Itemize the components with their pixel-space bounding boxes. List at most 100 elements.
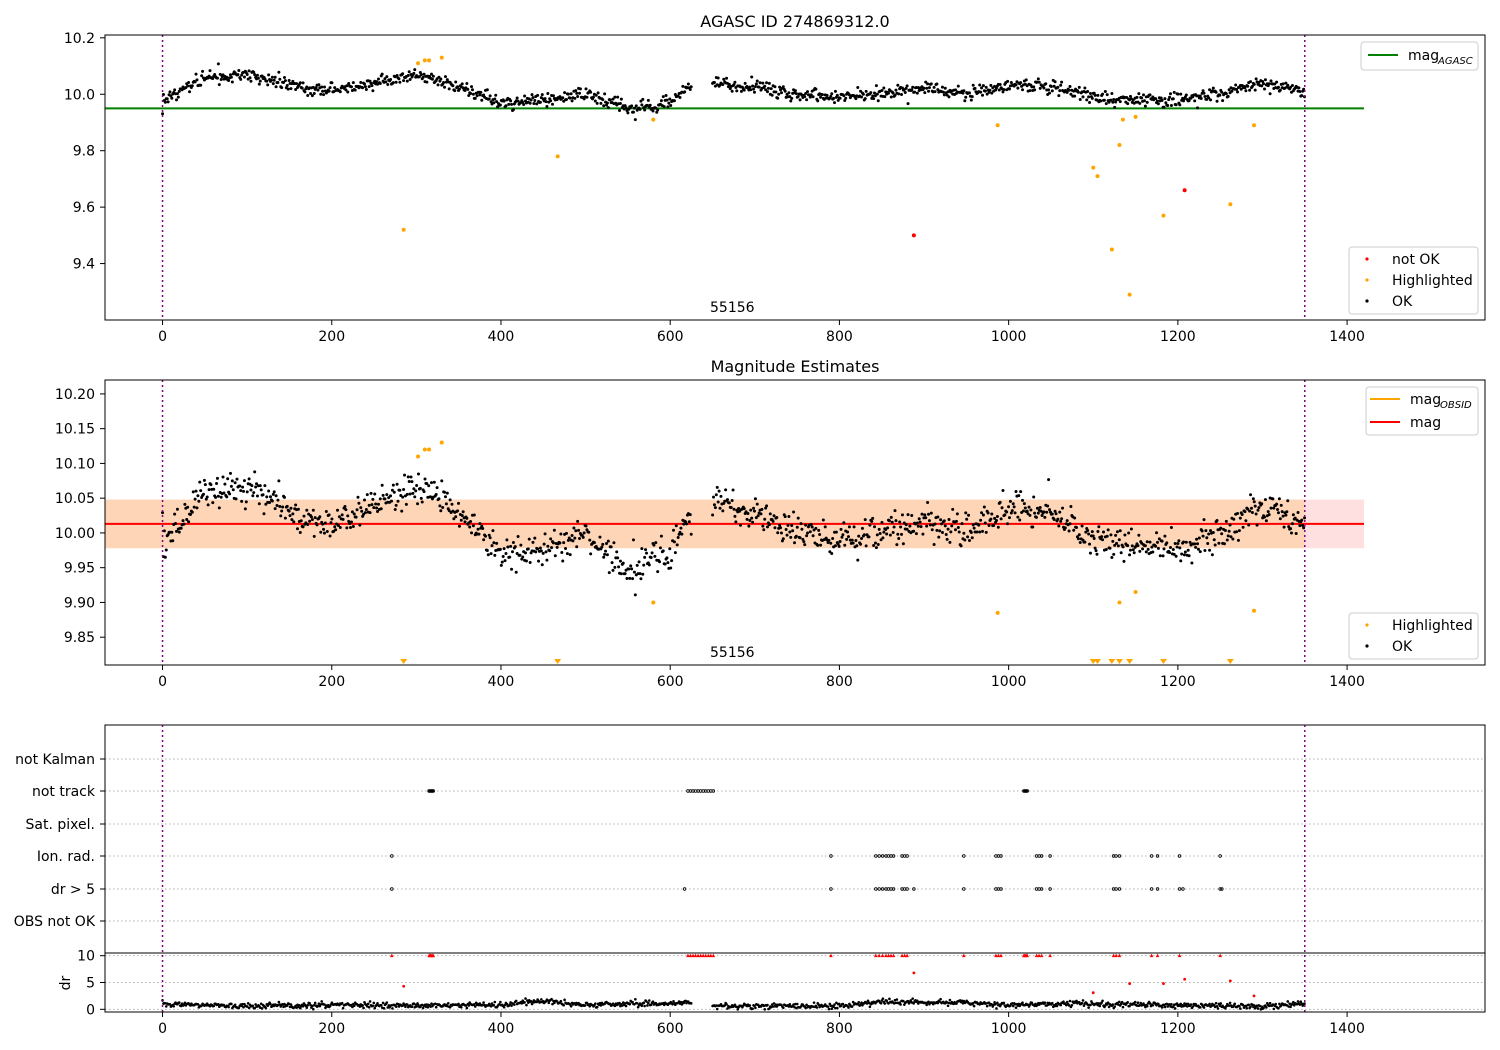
panel1-ok-point (208, 69, 212, 73)
dr-point (725, 1003, 728, 1006)
dr-point (1098, 1004, 1102, 1008)
panel1-ok-point (1224, 92, 1228, 96)
panel1-ok-point (478, 93, 482, 97)
dr-point (1106, 1001, 1110, 1004)
panel1-ok-point (656, 108, 660, 112)
panel1-highlighted-point (1252, 123, 1257, 128)
panel1-ok-point (1278, 88, 1282, 92)
panel2-ok-point (978, 530, 982, 534)
panel1-ok-point (538, 100, 542, 104)
panel1-xtick-label: 1200 (1160, 329, 1196, 345)
panel2-ok-point (389, 499, 393, 503)
panel1-ok-point (752, 90, 756, 94)
panel2-ok-point (775, 516, 779, 520)
panel1-ok-point (630, 104, 634, 108)
panel1-ok-point (1230, 89, 1234, 93)
panel1-ok-point (216, 62, 220, 66)
panel2-ok-point (508, 555, 512, 559)
dr-point (1239, 1007, 1242, 1010)
dr-point (1216, 1007, 1220, 1010)
panel2-ok-point (1001, 489, 1005, 493)
panel2-ok-point (1122, 559, 1126, 563)
dr-point (269, 1002, 272, 1006)
panel1-ok-point (893, 93, 897, 97)
flag-point (1218, 887, 1222, 891)
panel2-ok-point (338, 526, 342, 530)
panel2-ok-point (890, 520, 894, 524)
panel2-ok-point (241, 485, 245, 489)
panel2-ok-point (1156, 546, 1160, 550)
dr-point (868, 1005, 872, 1009)
dr-point (285, 1004, 289, 1007)
dr-point (1260, 1005, 1264, 1009)
panel1-ok-point (830, 92, 834, 96)
panel1-ok-point (1257, 80, 1261, 84)
panel2-ok-point (469, 520, 473, 524)
panel2-ok-point (779, 531, 783, 535)
panel1-ok-point (1273, 82, 1277, 86)
panel2-ok-point (250, 484, 254, 488)
panel1-ok-point (1053, 80, 1057, 84)
panel2-ok-point (739, 523, 743, 527)
panel2-ok-point (1195, 542, 1199, 546)
panel2-ok-point (1126, 544, 1130, 548)
panel1-ok-point (863, 97, 867, 101)
panel1-ok-point (811, 95, 815, 99)
dr-outlier-point (912, 971, 916, 975)
panel2-ok-point (919, 525, 923, 529)
panel2-ytick-label: 9.85 (64, 630, 95, 646)
dr-point (569, 1005, 573, 1008)
dr-point (385, 1001, 389, 1004)
panel1-ok-point (1058, 89, 1062, 93)
dr-point (563, 998, 566, 1002)
panel1-ok-point (833, 89, 837, 93)
panel2-ok-point (215, 476, 219, 480)
panel1-ok-point (494, 93, 498, 97)
panel2-ok-point (1128, 548, 1132, 552)
panel2-ok-point (792, 510, 796, 514)
panel2-ok-point (1303, 516, 1307, 520)
panel2-ok-point (211, 501, 215, 505)
panel1-ok-point (1109, 98, 1113, 102)
panel2-ok-point (1117, 538, 1121, 542)
panel2-ok-point (276, 498, 280, 502)
panel1-ok-point (187, 81, 191, 85)
dr-clipped-marker (884, 953, 888, 958)
panel1-ok-point (603, 92, 607, 96)
panel1-ok-point (395, 74, 399, 78)
panel2-ok-point (343, 504, 347, 508)
panel2-ok-point (370, 503, 374, 507)
panel1-ok-point (475, 94, 479, 98)
panel1-ok-point (469, 91, 473, 95)
panel1-xtick-label: 600 (657, 329, 684, 345)
dr-point (895, 998, 899, 1001)
dr-point (1101, 999, 1104, 1003)
flag-point (1218, 854, 1222, 858)
panel1-ok-point (406, 73, 410, 77)
dr-clipped-marker (994, 953, 998, 958)
dr-point (1296, 1000, 1300, 1003)
panel1-ok-point (1179, 92, 1183, 96)
panel2-offscale-marker (1115, 659, 1123, 664)
dr-point (1238, 1004, 1241, 1008)
panel2-ok-point (258, 484, 262, 488)
panel1-ok-point (1088, 100, 1092, 104)
panel2-ok-point (360, 509, 364, 513)
panel2-ok-point (850, 538, 854, 542)
dr-clipped-marker (1114, 953, 1118, 958)
panel2-ok-point (349, 526, 353, 530)
panel2-ok-point (543, 532, 547, 536)
panel1-ok-point (306, 93, 310, 97)
panel1-ok-point (370, 84, 374, 88)
panel2-ok-point (1114, 533, 1118, 537)
panel1-ok-point (218, 72, 222, 76)
dr-clipped-marker (1117, 953, 1122, 958)
dr-point (1151, 1003, 1155, 1007)
flag-point (1149, 854, 1154, 858)
dr-point (1215, 1005, 1219, 1008)
panel2-ok-point (450, 502, 454, 506)
panel1-ok-point (1110, 91, 1114, 95)
panel1-highlighted-point (439, 55, 444, 60)
panel1-ok-point (754, 82, 758, 86)
dr-point (588, 1004, 592, 1008)
